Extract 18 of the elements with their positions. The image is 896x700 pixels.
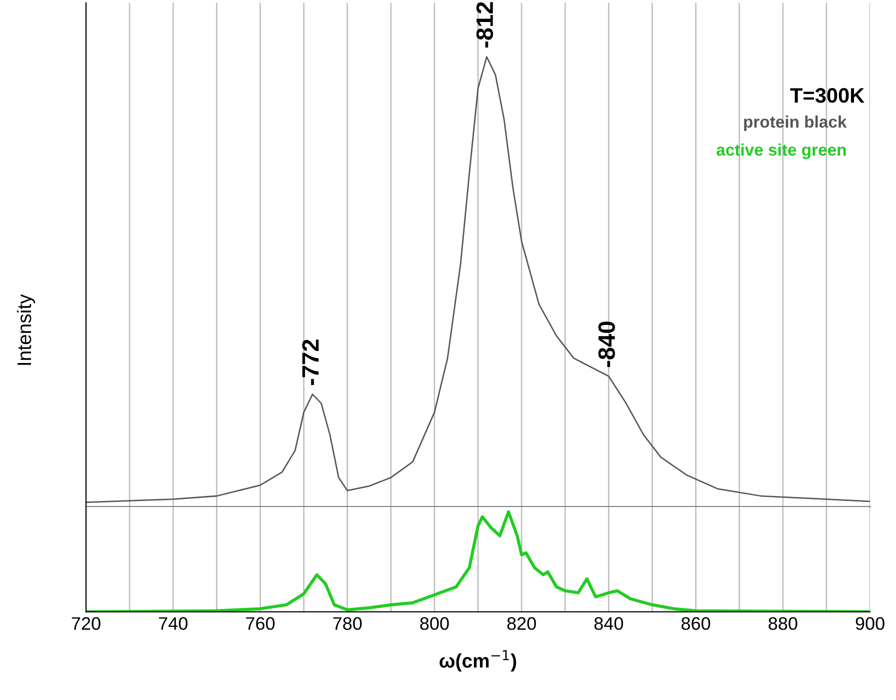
x-axis-title: ω(cm$^{−1}$) <box>440 650 516 672</box>
x-tick-label: 780 <box>333 617 362 630</box>
x-tick-label: 880 <box>768 617 798 630</box>
x-tick-label: 860 <box>682 617 710 630</box>
x-tick-label: 720 <box>72 617 100 630</box>
x-tick-label: 900 <box>856 617 884 630</box>
annotation: -840 <box>598 322 616 368</box>
x-tick-label: 820 <box>507 617 536 630</box>
x-tick-label: 740 <box>158 617 188 630</box>
annotation: -812 <box>476 2 494 48</box>
x-tick-label: 760 <box>246 617 275 630</box>
text: protein black <box>744 116 847 132</box>
y-axis-title: Intensity <box>16 294 36 365</box>
text: active site green <box>716 144 846 160</box>
x-tick-label: 840 <box>594 617 624 630</box>
annotation: -772 <box>302 340 319 386</box>
x-tick-label: 800 <box>420 617 449 630</box>
annotation: T=300K <box>790 88 864 103</box>
